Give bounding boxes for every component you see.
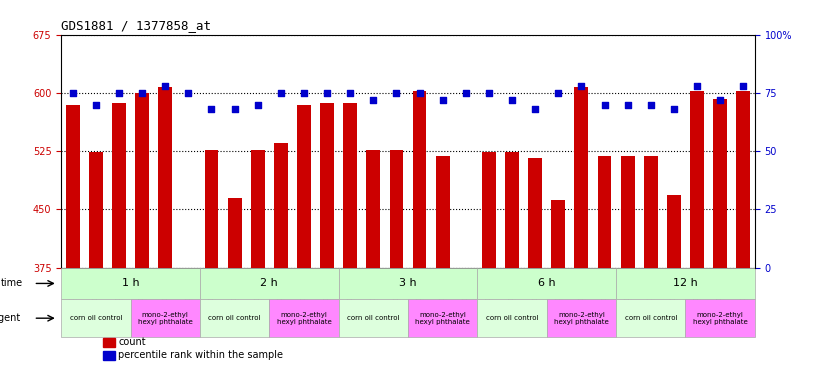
Point <box>113 90 126 96</box>
Text: corn oil control: corn oil control <box>347 315 400 321</box>
Text: 2 h: 2 h <box>260 278 278 288</box>
Bar <box>505 152 519 268</box>
Text: agent: agent <box>0 313 21 323</box>
Bar <box>103 351 115 360</box>
Bar <box>251 150 264 268</box>
Bar <box>205 150 219 268</box>
Bar <box>713 99 727 268</box>
Bar <box>690 91 704 268</box>
Bar <box>736 91 750 268</box>
Text: percentile rank within the sample: percentile rank within the sample <box>118 351 283 361</box>
Point <box>298 90 311 96</box>
Bar <box>135 93 149 268</box>
Bar <box>274 143 288 268</box>
Point <box>390 90 403 96</box>
Text: corn oil control: corn oil control <box>69 315 122 321</box>
Text: 6 h: 6 h <box>538 278 556 288</box>
Bar <box>366 150 380 268</box>
Bar <box>344 103 357 268</box>
Text: corn oil control: corn oil control <box>486 315 539 321</box>
Bar <box>269 299 339 337</box>
Text: 1 h: 1 h <box>122 278 140 288</box>
Point <box>251 101 264 108</box>
Bar <box>66 104 80 268</box>
Point <box>575 83 588 89</box>
Bar <box>389 150 403 268</box>
Text: mono-2-ethyl
hexyl phthalate: mono-2-ethyl hexyl phthalate <box>554 312 609 325</box>
Bar <box>339 268 477 299</box>
Point <box>321 90 334 96</box>
Bar <box>61 268 200 299</box>
Bar <box>621 156 635 268</box>
Text: corn oil control: corn oil control <box>624 315 677 321</box>
Point <box>436 97 449 103</box>
Bar <box>112 103 126 268</box>
Point <box>205 106 218 112</box>
Point <box>274 90 287 96</box>
Bar <box>685 299 755 337</box>
Bar <box>103 338 115 347</box>
Point <box>135 90 149 96</box>
Point <box>413 90 426 96</box>
Text: time: time <box>1 278 23 288</box>
Point <box>505 97 519 103</box>
Bar <box>200 268 339 299</box>
Bar <box>61 299 131 337</box>
Point <box>690 83 703 89</box>
Point <box>598 101 611 108</box>
Point <box>89 101 103 108</box>
Bar <box>616 268 755 299</box>
Point <box>552 90 565 96</box>
Bar <box>552 200 565 268</box>
Bar <box>413 91 427 268</box>
Point <box>737 83 750 89</box>
Point <box>158 83 172 89</box>
Bar <box>644 156 658 268</box>
Text: GDS1881 / 1377858_at: GDS1881 / 1377858_at <box>61 19 211 32</box>
Bar <box>89 152 103 268</box>
Point <box>344 90 357 96</box>
Point <box>228 106 242 112</box>
Text: 12 h: 12 h <box>673 278 698 288</box>
Bar <box>158 88 172 268</box>
Point <box>713 97 726 103</box>
Point <box>621 101 634 108</box>
Point <box>482 90 495 96</box>
Text: 3 h: 3 h <box>399 278 417 288</box>
Text: count: count <box>118 337 146 347</box>
Bar <box>574 88 588 268</box>
Text: mono-2-ethyl
hexyl phthalate: mono-2-ethyl hexyl phthalate <box>138 312 193 325</box>
Point <box>529 106 542 112</box>
Point <box>667 106 681 112</box>
Bar <box>131 299 200 337</box>
Bar <box>547 299 616 337</box>
Bar <box>477 299 547 337</box>
Bar <box>297 104 311 268</box>
Point <box>645 101 658 108</box>
Text: corn oil control: corn oil control <box>208 315 261 321</box>
Text: mono-2-ethyl
hexyl phthalate: mono-2-ethyl hexyl phthalate <box>415 312 470 325</box>
Point <box>66 90 79 96</box>
Point <box>459 90 472 96</box>
Bar <box>667 195 681 268</box>
Text: mono-2-ethyl
hexyl phthalate: mono-2-ethyl hexyl phthalate <box>693 312 747 325</box>
Bar <box>339 299 408 337</box>
Bar <box>228 198 242 268</box>
Bar <box>597 156 611 268</box>
Bar <box>477 268 616 299</box>
Bar <box>200 299 269 337</box>
Bar <box>320 103 334 268</box>
Text: mono-2-ethyl
hexyl phthalate: mono-2-ethyl hexyl phthalate <box>277 312 331 325</box>
Bar <box>408 299 477 337</box>
Bar <box>528 158 542 268</box>
Bar <box>436 156 450 268</box>
Point <box>366 97 379 103</box>
Point <box>182 90 195 96</box>
Bar <box>482 152 496 268</box>
Bar <box>616 299 685 337</box>
